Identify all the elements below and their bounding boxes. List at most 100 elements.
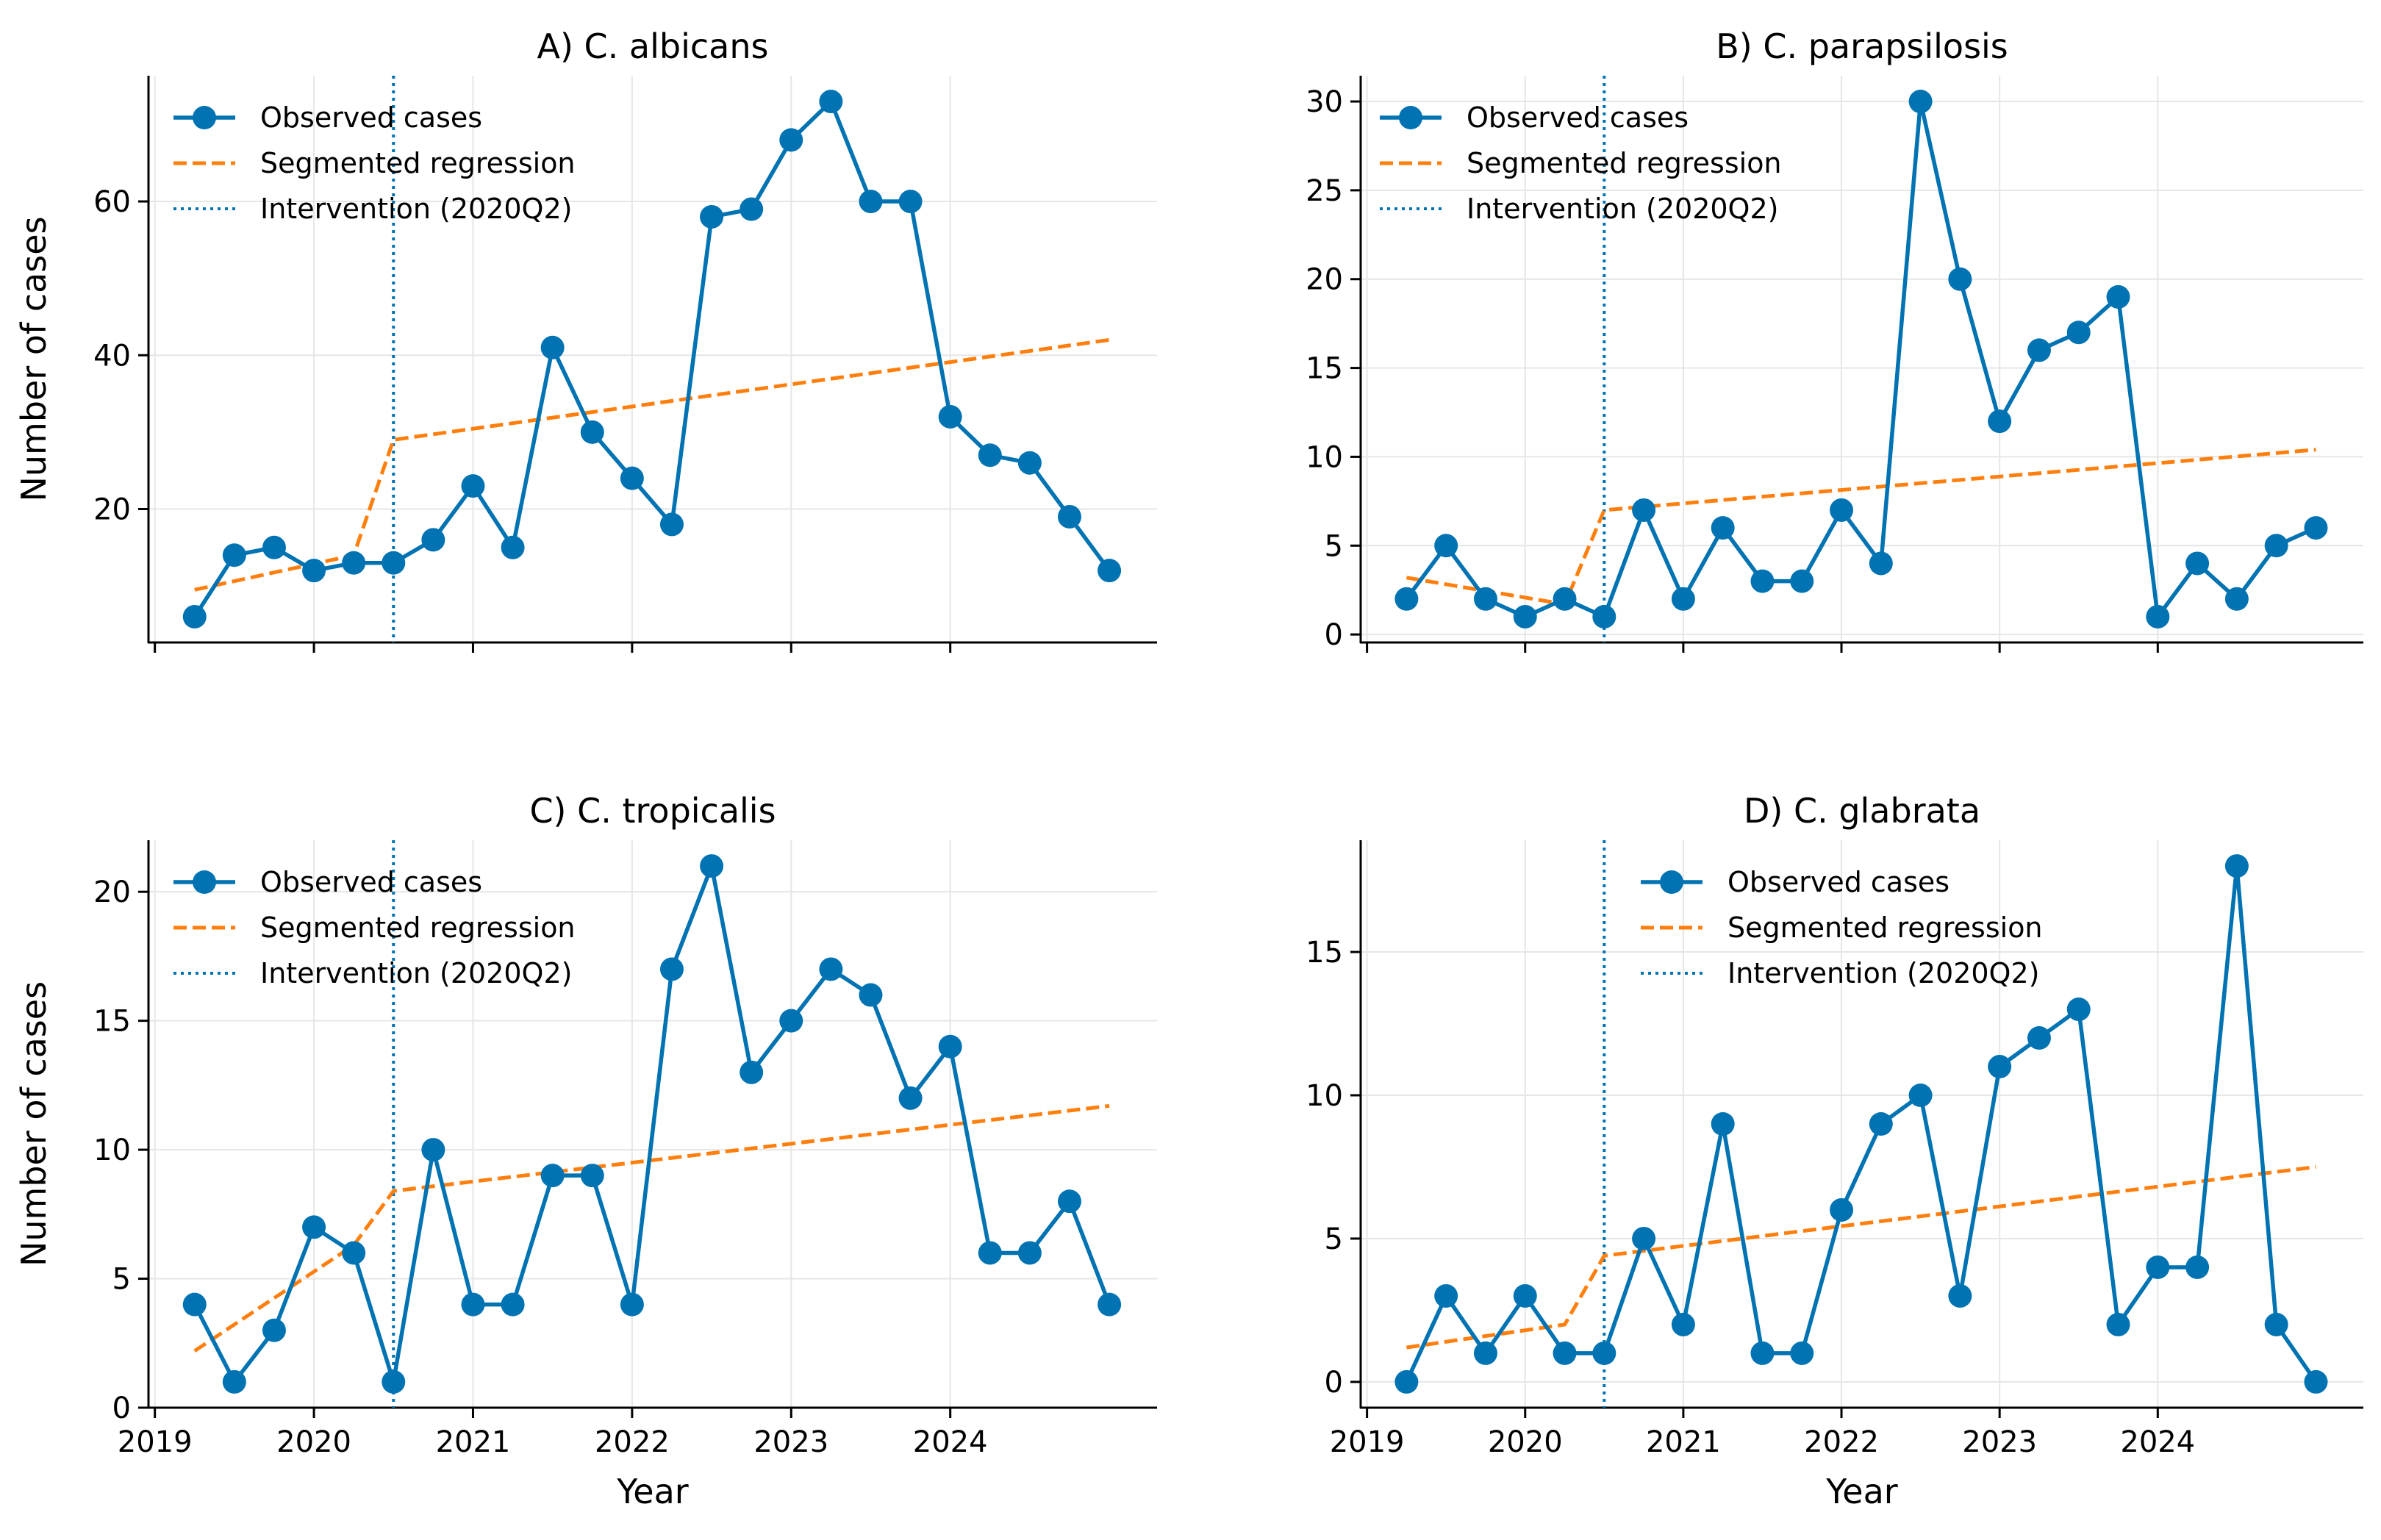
observed-point	[1098, 559, 1122, 583]
legend: Observed cases Segmented regression Interv…	[173, 101, 576, 225]
x-axis-label: Year	[616, 1472, 688, 1511]
x-tick-label: 2022	[595, 1425, 670, 1459]
legend: Observed cases Segmented regression Interv…	[1380, 101, 1782, 225]
observed-point	[2304, 516, 2328, 540]
observed-point	[620, 1292, 644, 1317]
observed-point	[740, 1060, 764, 1084]
y-axis-label: Number of cases	[14, 981, 54, 1267]
legend-observed-label: Observed cases	[1727, 866, 1949, 898]
observed-point	[421, 528, 445, 552]
observed-point	[740, 197, 764, 221]
observed-point	[1473, 1341, 1497, 1365]
observed-point	[1948, 1283, 1972, 1308]
observed-point	[898, 190, 923, 214]
y-tick-label: 15	[1306, 936, 1343, 970]
segmented-regression-line	[193, 1103, 1110, 1353]
panel-1: 0 5 10 15 20 25 30 B) C. parapsilosis Observed c…	[1306, 26, 2363, 653]
observed-point	[262, 1318, 286, 1342]
observed-point	[382, 1369, 406, 1394]
observed-point	[2224, 587, 2249, 611]
observed-point	[540, 335, 565, 359]
observed-point	[222, 1369, 246, 1394]
observed-point	[1948, 267, 1972, 291]
x-tick-label: 2024	[2120, 1425, 2195, 1459]
observed-point	[1830, 1197, 1854, 1222]
panel-2: 2019 2020 2021 2022 2023 2024 0 5 10 15 20 C) C. tr…	[14, 791, 1157, 1511]
y-tick-label: 5	[1325, 1222, 1343, 1256]
observed-point	[620, 466, 644, 490]
observed-point	[1394, 1369, 1419, 1394]
x-tick-label: 2020	[276, 1425, 351, 1459]
x-tick-label: 2024	[913, 1425, 988, 1459]
observed-point	[580, 1164, 604, 1188]
legend-intervention-label: Intervention (2020Q2)	[1727, 957, 2039, 989]
observed-point	[1869, 1112, 1893, 1136]
legend-observed-marker	[1660, 870, 1683, 894]
observed-point	[1434, 534, 1458, 558]
observed-point	[342, 551, 366, 575]
observed-point	[978, 443, 1002, 468]
segmented-regression-line	[1406, 448, 2316, 606]
x-tick-label: 2019	[1330, 1425, 1405, 1459]
observed-point	[2185, 1255, 2210, 1279]
observed-point	[2066, 320, 2091, 345]
legend: Observed cases Segmented regression Interv…	[173, 866, 576, 989]
observed-point	[1017, 1241, 1042, 1265]
observed-point	[2304, 1369, 2328, 1394]
observed-point	[2224, 854, 2249, 878]
panel-3: 2019 2020 2021 2022 2023 2024 0 5 10 15 D) C. glab…	[1306, 791, 2363, 1511]
observed-point	[859, 983, 883, 1007]
observed-point	[1513, 1283, 1537, 1308]
observed-point	[2027, 338, 2051, 362]
observed-point	[580, 420, 604, 444]
observed-point	[1711, 516, 1735, 540]
observed-point	[1473, 587, 1497, 611]
observed-point	[938, 404, 962, 429]
observed-point	[978, 1241, 1002, 1265]
observed-point	[2066, 998, 2091, 1022]
observed-point	[2264, 534, 2288, 558]
observed-point	[1908, 1084, 1933, 1108]
legend-regression-label: Segmented regression	[1467, 147, 1782, 179]
observed-point	[461, 1292, 485, 1317]
observed-point	[1711, 1112, 1735, 1136]
y-tick-label: 10	[93, 1133, 131, 1167]
y-tick-label: 40	[93, 339, 131, 373]
y-tick-label: 5	[112, 1263, 131, 1297]
observed-point	[779, 128, 803, 152]
y-tick-label: 60	[93, 185, 131, 219]
panel-title: C) C. tropicalis	[529, 791, 776, 831]
x-tick-label: 2021	[1646, 1425, 1721, 1459]
observed-point	[501, 1292, 525, 1317]
segmented-regression-line	[1406, 1165, 2316, 1350]
x-tick-label: 2020	[1488, 1425, 1563, 1459]
x-tick-label: 2021	[436, 1425, 511, 1459]
observed-point	[1553, 1341, 1577, 1365]
observed-point	[182, 1292, 207, 1317]
observed-point	[2027, 1026, 2051, 1050]
panel-title: B) C. parapsilosis	[1716, 26, 2008, 66]
legend-intervention-label: Intervention (2020Q2)	[260, 957, 572, 989]
observed-point	[2146, 604, 2170, 628]
observed-point	[1790, 1341, 1814, 1365]
observed-point	[1394, 587, 1419, 611]
observed-point	[859, 190, 883, 214]
x-tick-label: 2019	[118, 1425, 193, 1459]
observed-point	[700, 204, 724, 229]
observed-point	[659, 512, 684, 537]
legend-observed-label: Observed cases	[260, 101, 482, 134]
observed-point	[1750, 569, 1775, 593]
segmented-regression-line	[194, 337, 1110, 592]
y-axis-label: Number of cases	[14, 216, 54, 501]
y-tick-label: 10	[1306, 440, 1343, 474]
observed-point	[779, 1009, 803, 1033]
y-tick-label: 15	[93, 1005, 131, 1039]
observed-point	[1098, 1292, 1122, 1317]
y-tick-label: 15	[1306, 352, 1343, 386]
legend-observed-marker	[1399, 106, 1422, 129]
observed-point	[421, 1138, 445, 1162]
panel-0: 20 40 60 A) C. albicans Number of cases Obser…	[14, 26, 1157, 653]
y-tick-label: 20	[93, 875, 131, 909]
legend-regression-label: Segmented regression	[1727, 912, 2043, 944]
